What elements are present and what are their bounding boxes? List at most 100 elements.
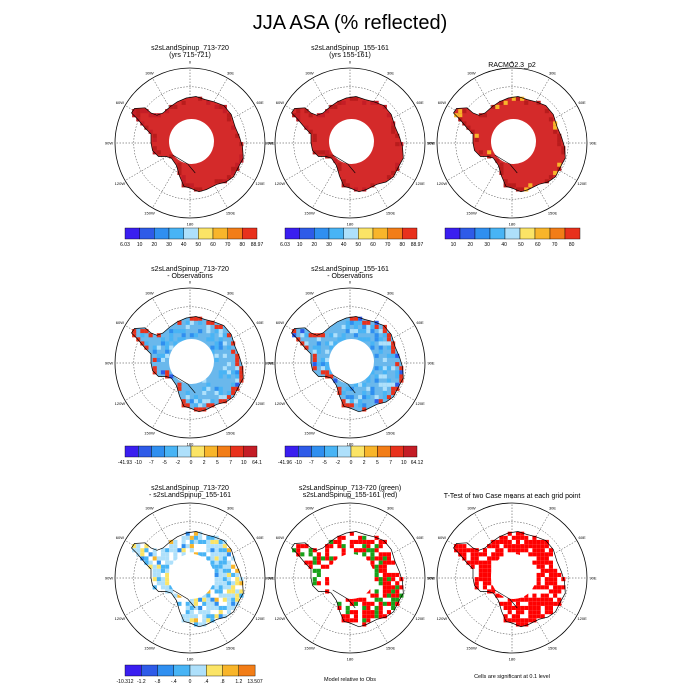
grid-cell [296,337,301,342]
longitude-label: 0 [349,280,352,285]
colorbar-tick-label: -10 [295,460,302,466]
grid-cell [148,560,153,565]
grid-cell [193,597,198,602]
grid-cell [177,320,182,325]
longitude-label: 90E [267,141,274,146]
grid-cell [193,618,198,623]
longitude-label: 0 [511,60,514,65]
grid-cell [214,552,219,557]
grid-cell [296,548,301,553]
longitude-label: 150W [466,646,477,651]
grid-cell [391,572,396,577]
grid-cell [160,556,165,561]
grid-cell [316,341,321,346]
grid-cell [218,544,223,549]
grid-cell [333,539,338,544]
grid-cell [218,589,223,594]
grid-cell [206,320,211,325]
grid-cell [185,618,190,623]
grid-cell [156,572,161,577]
grid-cell [214,390,219,395]
grid-cell [374,395,379,400]
grid-cell [395,142,400,147]
grid-cell [308,129,313,134]
grid-cell [366,539,371,544]
grid-cell [382,329,387,334]
longitude-label: 150W [466,211,477,216]
grid-cell [296,109,301,114]
longitude-label: 30W [305,290,313,295]
grid-cell [553,568,558,573]
grid-cell [458,117,463,122]
grid-cell [333,378,338,383]
grid-cell [222,548,227,553]
grid-cell [160,568,165,573]
grid-cell [222,353,227,358]
grid-cell [214,577,219,582]
grid-cell [353,324,358,329]
grid-cell [337,162,342,167]
grid-cell [214,605,219,610]
grid-cell [466,548,471,553]
grid-cell [378,382,383,387]
colorbar-tick-label: 70 [385,242,391,248]
longitude-label: 0 [189,495,192,500]
grid-cell [185,395,190,400]
colorbar-swatch [377,445,391,458]
grid-cell [536,597,541,602]
grid-cell [304,345,309,350]
pole-hole [329,119,374,164]
grid-cell [520,618,525,623]
grid-cell [540,614,545,619]
longitude-label: 120W [275,401,286,406]
grid-cell [548,175,553,180]
grid-cell [345,324,350,329]
grid-cell [374,399,379,404]
grid-cell [239,589,244,594]
grid-cell [536,614,541,619]
colorbar-tick-label: 6.03 [120,242,130,248]
grid-cell [193,614,198,619]
longitude-label: 120E [255,401,265,406]
grid-cell [222,593,227,598]
grid-cell [198,552,203,557]
grid-cell [231,370,236,375]
grid-cell [312,349,317,354]
colorbar-swatch [504,227,521,240]
grid-cell [482,581,487,586]
colorbar-tick-label: 40 [341,242,347,248]
grid-cell [222,179,227,184]
grid-cell [553,593,558,598]
longitude-label: 150E [226,431,236,436]
grid-cell [214,341,219,346]
grid-cell [218,605,223,610]
grid-cell [466,560,471,565]
coastline [291,96,404,193]
colorbar-tick-label: 7 [389,460,392,466]
grid-cell [177,548,182,553]
grid-cell [382,601,387,606]
grid-cell [399,378,404,383]
grid-cell [231,593,236,598]
colorbar-tick-label: 70 [225,242,231,248]
grid-cell [210,337,215,342]
grid-cell [345,610,350,615]
grid-cell [395,370,400,375]
grid-cell [366,610,371,615]
grid-cell [528,614,533,619]
grid-cell [312,133,317,138]
latitude-ring [293,521,407,635]
grid-cell [210,564,215,569]
grid-cell [536,585,541,590]
grid-cell [366,548,371,553]
grid-cell [386,552,391,557]
longitude-label: 0 [189,280,192,285]
grid-cell [462,109,467,114]
grid-cell [548,577,553,582]
grid-cell [487,560,492,565]
colorbar-swatch [227,227,243,240]
grid-cell [226,395,231,400]
grid-cell [337,544,342,549]
grid-cell [210,535,215,540]
longitude-label: 90W [265,576,273,581]
